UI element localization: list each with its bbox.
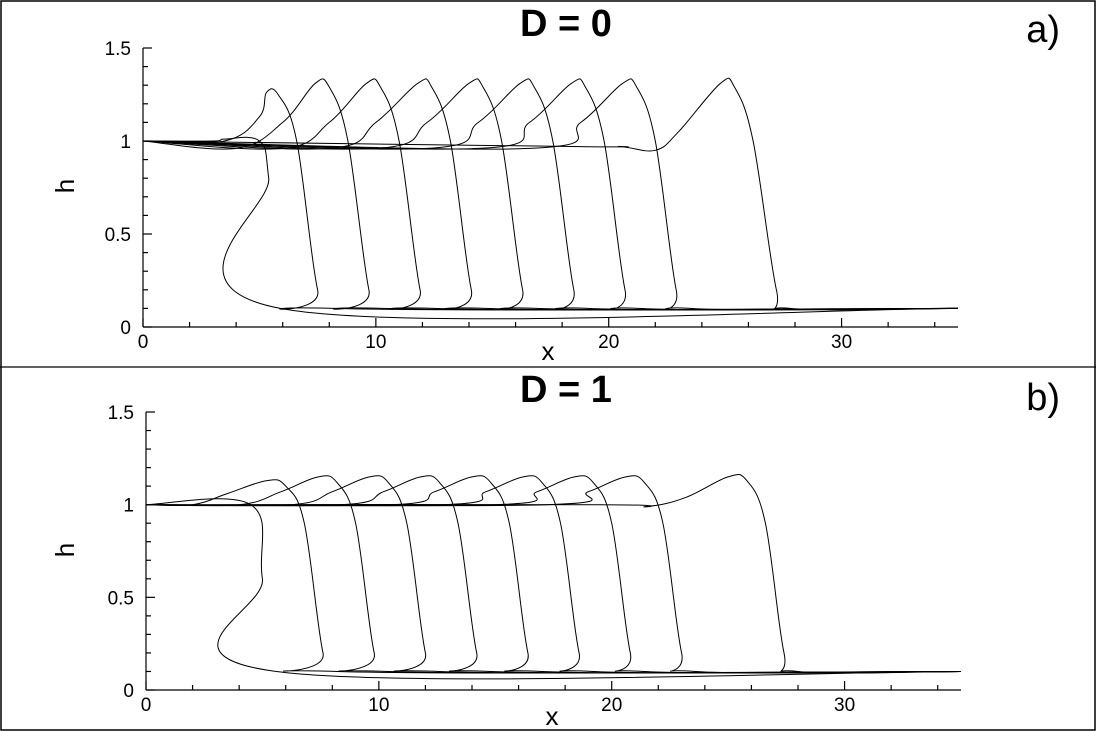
panel-b-x-tick-label: 10 (368, 695, 389, 716)
panel-a-label: a) (1026, 9, 1060, 51)
panel-a-y-tick-label: 0 (120, 318, 131, 339)
panel-b-x-tick-label: 20 (601, 695, 622, 716)
panel-a-x-tick-label: 30 (831, 332, 852, 353)
panel-b-profile-line (145, 473, 962, 674)
panel-a-ylabel: h (50, 179, 80, 193)
panel-a-xlabel: x (542, 336, 555, 366)
panel-b-title: D = 1 (520, 369, 612, 411)
panel-a-y-tick-label: 1.5 (105, 39, 131, 60)
panel-b-x-tick-label: 0 (141, 695, 152, 716)
panel-a-x-tick-label: 20 (598, 332, 619, 353)
panel-b-profile-line (145, 475, 962, 674)
panel-b-y-tick-label: 0 (123, 681, 134, 702)
panel-a-y-tick-label: 1 (120, 132, 131, 153)
panel-a-profile-line (142, 77, 959, 311)
panel-a-series (142, 77, 959, 320)
panel-a-profile-line (142, 136, 959, 320)
panel-a-y-tick-label: 0.5 (105, 225, 131, 246)
panel-a-profile-line (142, 78, 959, 311)
panel-b-ticks: 0 10 20 30 0 0.5 1 1.5 (108, 403, 939, 716)
panel-b-y-tick-label: 1.5 (108, 403, 134, 424)
panel-b-series (145, 473, 962, 680)
panel-b-label: b) (1026, 377, 1060, 419)
panel-b-y-tick-label: 1 (123, 496, 134, 517)
panel-b-x-tick-label: 30 (834, 695, 855, 716)
panel-b-xlabel: x (546, 701, 559, 731)
panel-a-title: D = 0 (520, 3, 612, 45)
panel-b-ylabel: h (50, 543, 80, 557)
panel-a: D = 0 a) x h 0 10 20 30 0 0.5 1 1.5 (50, 3, 1060, 366)
panel-b: D = 1 b) x h 0 10 20 30 0 0.5 1 1.5 (50, 369, 1060, 731)
panel-a-x-tick-label: 0 (138, 332, 149, 353)
panel-b-y-tick-label: 0.5 (108, 588, 134, 609)
panel-b-profile-line (145, 475, 962, 674)
panel-a-x-tick-label: 10 (365, 332, 386, 353)
